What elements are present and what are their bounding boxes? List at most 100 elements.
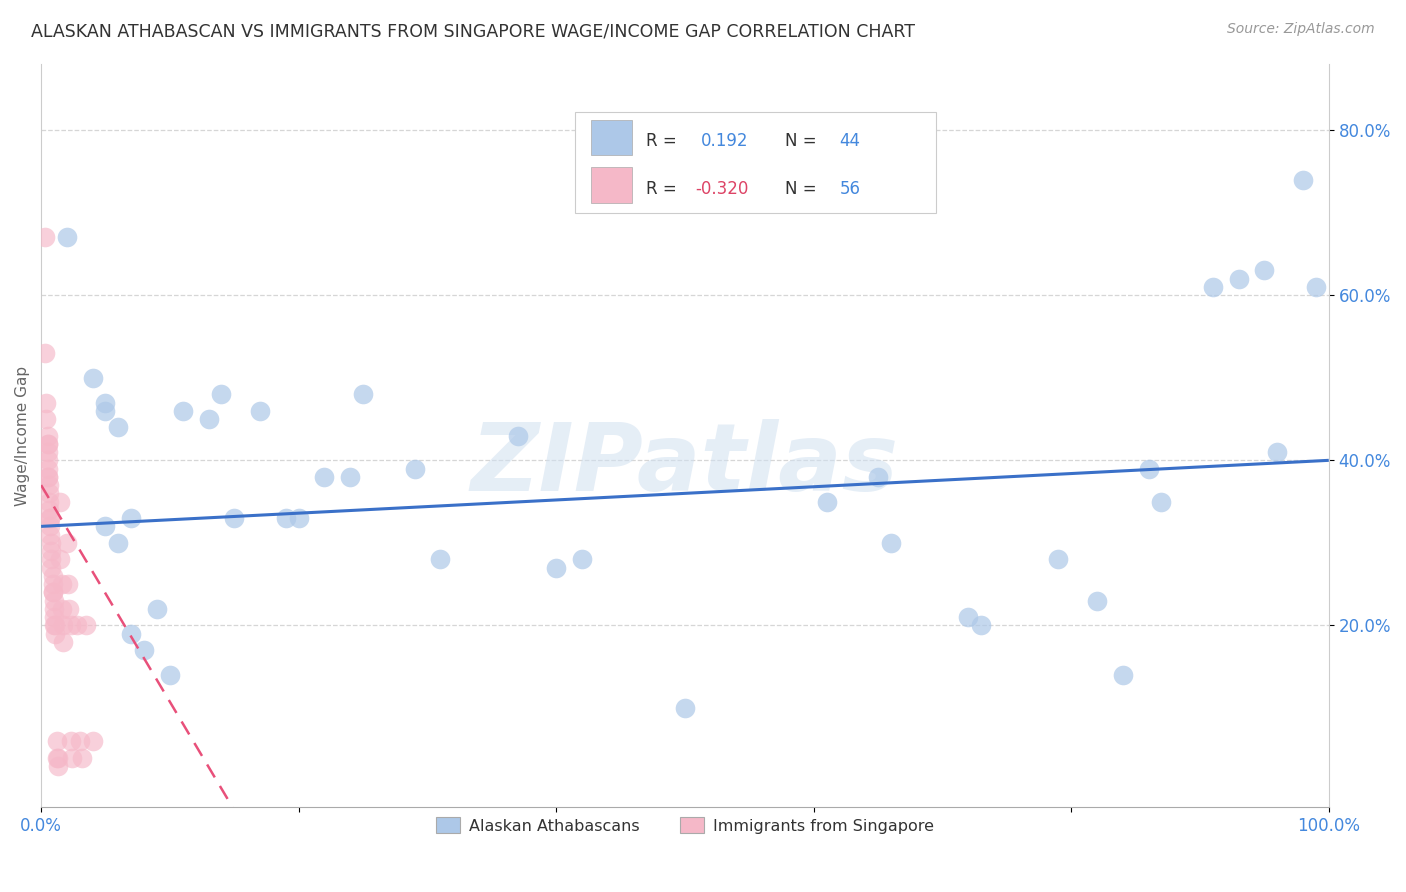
Point xyxy=(51,602,73,616)
Point xyxy=(37,461,59,475)
Point xyxy=(44,626,66,640)
Text: 44: 44 xyxy=(839,133,860,151)
Point xyxy=(1292,172,1315,186)
Point xyxy=(56,536,79,550)
Point xyxy=(404,461,426,475)
Point xyxy=(82,371,104,385)
Point xyxy=(35,412,58,426)
Point xyxy=(1112,668,1135,682)
Text: ZIPatlas: ZIPatlas xyxy=(471,419,898,511)
Point xyxy=(1150,494,1173,508)
Point xyxy=(42,602,65,616)
Text: N =: N = xyxy=(786,179,823,198)
Text: R =: R = xyxy=(647,179,682,198)
Point xyxy=(339,470,361,484)
Point xyxy=(75,618,97,632)
Point xyxy=(59,734,82,748)
Point xyxy=(120,626,142,640)
Point xyxy=(94,519,117,533)
Point xyxy=(673,701,696,715)
Point xyxy=(94,404,117,418)
Point xyxy=(66,618,89,632)
Point xyxy=(38,486,60,500)
Point xyxy=(880,536,903,550)
Point xyxy=(352,387,374,401)
Point xyxy=(72,750,94,764)
Point xyxy=(37,453,59,467)
Point xyxy=(134,643,156,657)
Point xyxy=(1137,461,1160,475)
Bar xyxy=(591,120,633,155)
Point xyxy=(41,536,63,550)
Point xyxy=(51,577,73,591)
Point xyxy=(546,560,568,574)
Point xyxy=(38,494,60,508)
Point xyxy=(35,395,58,409)
Point xyxy=(1253,263,1275,277)
Point xyxy=(41,544,63,558)
Point xyxy=(42,610,65,624)
Point xyxy=(39,511,62,525)
Point xyxy=(571,552,593,566)
Point xyxy=(314,470,336,484)
Text: ALASKAN ATHABASCAN VS IMMIGRANTS FROM SINGAPORE WAGE/INCOME GAP CORRELATION CHAR: ALASKAN ATHABASCAN VS IMMIGRANTS FROM SI… xyxy=(31,22,915,40)
Point xyxy=(37,470,59,484)
Point xyxy=(249,404,271,418)
Point xyxy=(41,552,63,566)
Point xyxy=(44,618,66,632)
Point xyxy=(1265,445,1288,459)
Point xyxy=(197,412,219,426)
Point xyxy=(42,593,65,607)
Point xyxy=(970,618,993,632)
Point xyxy=(46,759,69,773)
Point xyxy=(1227,271,1250,285)
Point xyxy=(34,230,56,244)
Point xyxy=(146,602,169,616)
Point xyxy=(224,511,246,525)
Point xyxy=(1202,280,1225,294)
Point xyxy=(38,503,60,517)
Point xyxy=(38,478,60,492)
Point xyxy=(39,511,62,525)
FancyBboxPatch shape xyxy=(575,112,936,212)
Point xyxy=(274,511,297,525)
Point xyxy=(34,346,56,360)
Bar xyxy=(591,167,633,202)
Point xyxy=(1305,280,1327,294)
Point xyxy=(46,750,69,764)
Point xyxy=(41,585,63,599)
Point xyxy=(41,585,63,599)
Point xyxy=(37,470,59,484)
Point xyxy=(69,734,91,748)
Point xyxy=(209,387,232,401)
Point xyxy=(39,527,62,541)
Legend: Alaskan Athabascans, Immigrants from Singapore: Alaskan Athabascans, Immigrants from Sin… xyxy=(429,811,941,840)
Text: Source: ZipAtlas.com: Source: ZipAtlas.com xyxy=(1227,22,1375,37)
Point xyxy=(41,577,63,591)
Y-axis label: Wage/Income Gap: Wage/Income Gap xyxy=(15,366,30,506)
Point xyxy=(45,750,67,764)
Point xyxy=(56,577,79,591)
Text: -0.320: -0.320 xyxy=(695,179,748,198)
Point xyxy=(429,552,451,566)
Point xyxy=(82,734,104,748)
Point xyxy=(56,230,79,244)
Point xyxy=(868,470,890,484)
Point xyxy=(52,635,75,649)
Point xyxy=(37,428,59,442)
Point xyxy=(107,536,129,550)
Point xyxy=(506,428,529,442)
Text: N =: N = xyxy=(786,133,823,151)
Text: 56: 56 xyxy=(839,179,860,198)
Point xyxy=(41,560,63,574)
Point xyxy=(287,511,309,525)
Point xyxy=(159,668,181,682)
Point xyxy=(52,618,75,632)
Point xyxy=(45,734,67,748)
Text: R =: R = xyxy=(647,133,682,151)
Point xyxy=(1047,552,1070,566)
Point xyxy=(37,445,59,459)
Point xyxy=(37,437,59,451)
Point xyxy=(60,750,83,764)
Point xyxy=(59,618,82,632)
